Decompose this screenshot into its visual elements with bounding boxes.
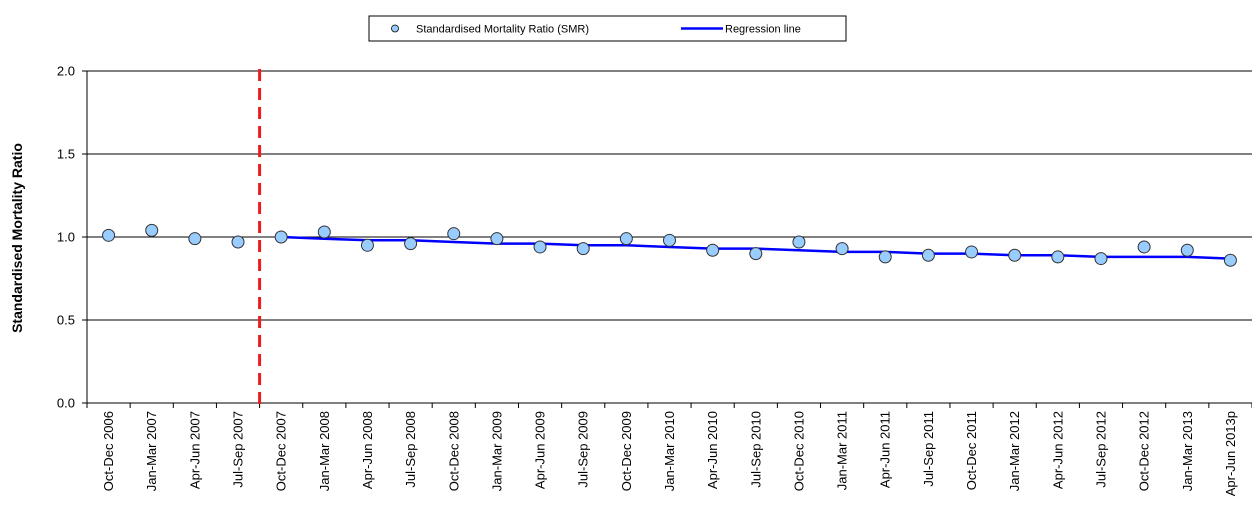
smr-point [965, 245, 979, 259]
x-tick-label: Apr-Jun 2008 [360, 411, 375, 489]
x-axis-ticks: Oct-Dec 2006 Jan-Mar 2007 Apr-Jun 2007 Jul-… [86, 403, 1252, 496]
smr-point [619, 232, 633, 246]
y-tick-label: 2.0 [57, 64, 75, 79]
legend-box [368, 15, 847, 42]
x-tick-label: Jan-Mar 2007 [144, 411, 159, 491]
y-tick-label: 1.5 [57, 147, 75, 162]
smr-point [706, 243, 720, 257]
x-tick-label: Oct-Dec 2008 [446, 411, 461, 491]
smr-point [404, 237, 418, 251]
smr-point [835, 242, 849, 256]
x-tick-label: Oct-Dec 2007 [274, 411, 289, 491]
smr-point [360, 238, 374, 252]
smr-point [1137, 240, 1151, 254]
smr-point [749, 247, 763, 261]
x-tick-label: Jan-Mar 2010 [662, 411, 677, 491]
x-tick-label: Jan-Mar 2009 [489, 411, 504, 491]
x-tick-label: Oct-Dec 2012 [1137, 411, 1152, 491]
legend-smr-marker [391, 24, 399, 33]
legend-smr-label: Standardised Mortality Ratio (SMR) [416, 24, 589, 36]
x-tick-label: Apr-Jun 2007 [187, 411, 202, 489]
x-tick-label: Oct-Dec 2011 [964, 411, 979, 490]
smr-point [663, 233, 676, 247]
x-tick-label: Jan-Mar 2013 [1180, 411, 1195, 491]
smr-point [317, 225, 331, 239]
y-tick-label: 0.5 [57, 313, 75, 328]
smr-point [1180, 243, 1194, 257]
x-tick-label: Jan-Mar 2012 [1007, 411, 1022, 491]
smr-point [1051, 250, 1065, 264]
x-tick-label: Oct-Dec 2006 [101, 411, 116, 491]
x-tick-label: Jul-Sep 2008 [403, 411, 418, 488]
smr-point [231, 235, 245, 249]
y-axis-label: Standardised Mortality Ratio [9, 143, 25, 333]
x-tick-label: Apr-Jun 2012 [1050, 411, 1065, 489]
x-tick-label: Jul-Sep 2011 [921, 411, 936, 487]
x-tick-label: Apr-Jun 2011 [878, 411, 893, 488]
x-tick-label: Oct-Dec 2009 [619, 411, 634, 491]
x-tick-label: Apr-Jun 2013p [1223, 411, 1238, 496]
smr-point [1008, 248, 1022, 262]
smr-point [1223, 253, 1237, 267]
smr-point [878, 250, 892, 264]
x-tick-label: Jul-Sep 2009 [576, 411, 591, 488]
smr-point [447, 227, 461, 241]
x-tick-label: Jan-Mar 2008 [317, 411, 332, 491]
legend: Standardised Mortality Ratio (SMR) Regre… [368, 15, 847, 42]
smr-point [490, 232, 504, 246]
axes [86, 71, 1252, 408]
x-tick-label: Oct-Dec 2010 [791, 411, 806, 491]
smr-point [145, 223, 159, 237]
smr-point [188, 232, 202, 246]
legend-regression-label: Regression line [725, 24, 801, 36]
x-tick-label: Jan-Mar 2011 [835, 411, 850, 490]
x-tick-label: Apr-Jun 2009 [533, 411, 548, 489]
smr-point [576, 242, 590, 256]
x-tick-label: Jul-Sep 2007 [231, 411, 246, 488]
x-tick-label: Jul-Sep 2012 [1093, 411, 1108, 488]
smr-point [1094, 252, 1108, 266]
smr-series [102, 223, 1237, 267]
smr-point [533, 240, 547, 254]
y-axis-ticks: 0.0 0.5 1.0 1.5 2.0 [57, 64, 87, 411]
smr-point [274, 230, 288, 244]
x-tick-label: Jul-Sep 2010 [748, 411, 763, 488]
smr-point [792, 235, 806, 249]
smr-point [102, 228, 116, 242]
smr-point [921, 248, 935, 262]
x-tick-label: Apr-Jun 2010 [705, 411, 720, 489]
y-tick-label: 1.0 [57, 230, 75, 245]
y-tick-label: 0.0 [57, 396, 75, 411]
gridlines [87, 70, 1252, 321]
